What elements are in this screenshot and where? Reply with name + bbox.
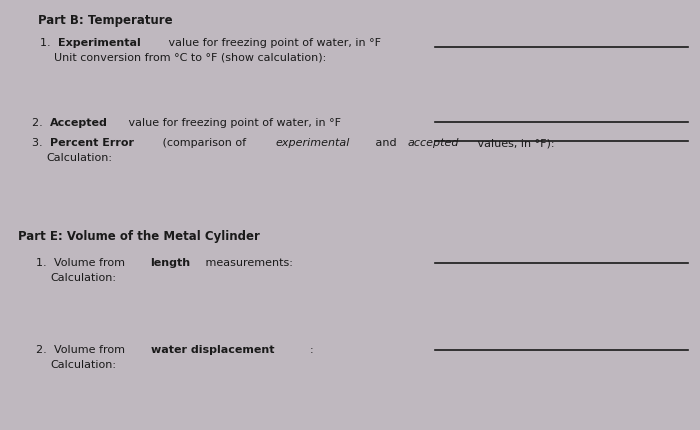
Text: Volume from: Volume from <box>54 258 129 268</box>
Text: Unit conversion from °C to °F (show calculation):: Unit conversion from °C to °F (show calc… <box>54 52 326 62</box>
Text: Accepted: Accepted <box>50 118 108 128</box>
Text: 2.: 2. <box>36 345 50 355</box>
Text: Volume from: Volume from <box>55 345 129 355</box>
Text: values, in °F):: values, in °F): <box>475 138 555 148</box>
Text: Calculation:: Calculation: <box>46 153 112 163</box>
Text: water displacement: water displacement <box>150 345 274 355</box>
Text: 1.: 1. <box>36 258 50 268</box>
Text: Percent Error: Percent Error <box>50 138 134 148</box>
Text: Calculation:: Calculation: <box>50 360 116 370</box>
Text: Experimental: Experimental <box>58 38 141 48</box>
Text: (comparison of: (comparison of <box>159 138 249 148</box>
Text: :: : <box>310 345 314 355</box>
Text: Part E: Volume of the Metal Cylinder: Part E: Volume of the Metal Cylinder <box>18 230 260 243</box>
Text: value for freezing point of water, in °F: value for freezing point of water, in °F <box>165 38 381 48</box>
Text: 3.: 3. <box>32 138 46 148</box>
Text: 2.: 2. <box>32 118 46 128</box>
Text: accepted: accepted <box>408 138 459 148</box>
Text: measurements:: measurements: <box>202 258 293 268</box>
Text: length: length <box>150 258 190 268</box>
Text: value for freezing point of water, in °F: value for freezing point of water, in °F <box>125 118 341 128</box>
Text: 1.: 1. <box>40 38 54 48</box>
Text: and: and <box>372 138 400 148</box>
Text: Calculation:: Calculation: <box>50 273 116 283</box>
Text: Part B: Temperature: Part B: Temperature <box>38 14 173 27</box>
Text: experimental: experimental <box>276 138 350 148</box>
